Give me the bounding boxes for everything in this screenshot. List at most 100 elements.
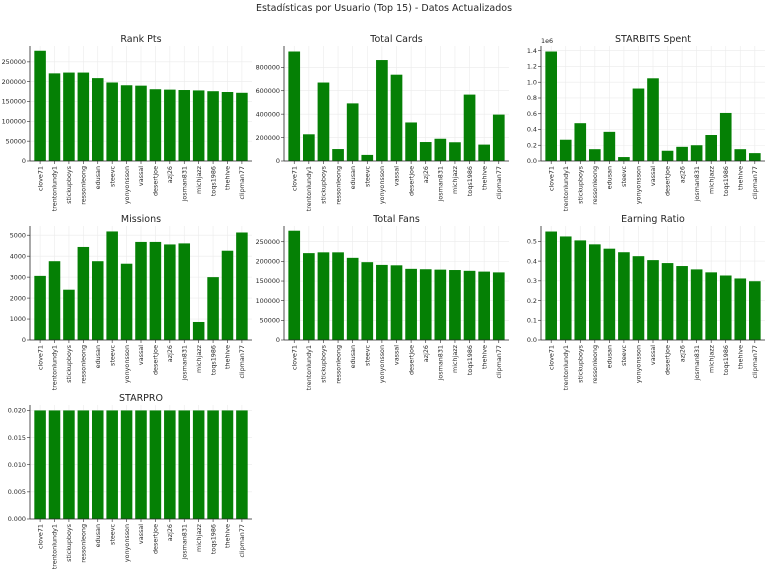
x-tick-label: clove71 xyxy=(547,345,555,370)
x-tick-label: steevc xyxy=(363,345,371,366)
x-tick-label: thehive xyxy=(224,524,232,548)
y-tick-label: 100000 xyxy=(256,297,280,305)
bar xyxy=(178,243,191,340)
x-tick-label: clipman77 xyxy=(238,345,246,378)
bar xyxy=(221,92,234,161)
chart-panel: 0.0 0.2 0.4 0.6 0.8 1.0 1.2 1.4 clove71 trentonlu… xyxy=(527,34,765,211)
x-tick-label: clipman77 xyxy=(751,166,759,199)
bar xyxy=(34,275,46,340)
x-tick-label: josman831 xyxy=(693,345,701,381)
x-tick-label: edusan xyxy=(94,166,102,189)
x-tick-label: thehive xyxy=(736,166,744,190)
bar xyxy=(705,135,717,161)
x-tick-label: michjazz xyxy=(707,344,715,373)
bar xyxy=(178,410,191,519)
y-tick-label: 400000 xyxy=(256,110,280,118)
y-tick-label: 0.8 xyxy=(527,94,537,102)
bar xyxy=(34,50,46,161)
x-tick-label: josman831 xyxy=(437,166,445,202)
x-tick-label: steevc xyxy=(620,345,628,366)
bar xyxy=(705,272,717,340)
x-tick-label: josman831 xyxy=(437,345,445,381)
bar xyxy=(545,231,557,340)
y-tick-label: 250000 xyxy=(256,238,280,246)
chart-panel: 0 1000 2000 3000 4000 5000 clove71 trentonlundy… xyxy=(10,214,252,390)
y-tick-label: 150000 xyxy=(256,277,280,285)
x-tick-label: ressonleong xyxy=(591,345,599,384)
y-tick-label: 0 xyxy=(22,336,26,344)
chart-title: Earning Ratio xyxy=(621,214,685,225)
bar xyxy=(545,51,557,161)
x-tick-label: yonyonsson xyxy=(635,345,643,383)
x-tick-label: clove71 xyxy=(290,166,298,191)
bar xyxy=(135,410,147,519)
bar xyxy=(690,145,703,161)
x-tick-label: azj26 xyxy=(422,345,430,362)
y-tick-label: 0 xyxy=(276,336,280,344)
bar xyxy=(164,244,176,340)
x-tick-label: clove71 xyxy=(290,345,298,370)
bar xyxy=(207,277,219,340)
bar xyxy=(178,90,191,161)
bar xyxy=(106,231,118,340)
x-tick-label: vassal xyxy=(393,166,401,186)
bar xyxy=(317,252,330,340)
y-tick-label: 0.4 xyxy=(527,257,537,265)
bar xyxy=(221,410,234,519)
chart-panel: 0 50000 100000 150000 200000 250000 clove71 tre… xyxy=(256,214,509,390)
y-tick-label: 0.005 xyxy=(8,488,26,496)
bar xyxy=(77,410,90,519)
x-tick-label: vassal xyxy=(137,166,145,186)
x-tick-label: josman831 xyxy=(693,166,701,202)
x-tick-label: azj26 xyxy=(166,166,174,183)
x-tick-label: josman831 xyxy=(180,524,188,560)
bar xyxy=(120,85,133,161)
y-tick-label: 100000 xyxy=(2,118,26,126)
x-tick-label: thehive xyxy=(480,166,488,190)
y-tick-label: 600000 xyxy=(256,87,280,95)
bar xyxy=(589,149,601,161)
bar xyxy=(449,142,461,161)
bar xyxy=(574,240,587,340)
bar xyxy=(492,272,505,340)
bar xyxy=(478,271,491,340)
y-tick-label: 0.4 xyxy=(527,126,537,134)
bar xyxy=(192,321,205,340)
x-tick-label: trentonlundy1 xyxy=(51,166,59,211)
x-tick-label: thehive xyxy=(224,166,232,190)
x-tick-label: desertjoe xyxy=(152,524,160,554)
x-tick-label: trentonlundy1 xyxy=(51,345,59,390)
chart-title: Rank Pts xyxy=(120,34,161,45)
bar xyxy=(236,410,248,519)
x-tick-label: edusan xyxy=(606,166,614,189)
bar xyxy=(207,91,219,161)
bar xyxy=(661,263,674,340)
x-tick-label: steevc xyxy=(108,345,116,366)
y-tick-label: 0 xyxy=(22,157,26,165)
x-tick-label: trentonlundy1 xyxy=(51,524,59,569)
bar xyxy=(647,260,659,340)
x-tick-label: ressonleong xyxy=(591,166,599,205)
x-tick-label: edusan xyxy=(94,524,102,547)
bar xyxy=(135,241,147,340)
y-tick-label: 150000 xyxy=(2,98,26,106)
y-tick-label: 3000 xyxy=(10,273,26,281)
x-tick-label: toqs1986 xyxy=(466,166,474,196)
x-tick-label: steevc xyxy=(363,166,371,187)
x-tick-label: edusan xyxy=(606,345,614,368)
x-tick-label: toqs1986 xyxy=(209,345,217,375)
bar xyxy=(676,146,688,161)
bar xyxy=(734,149,747,161)
bar xyxy=(618,252,630,340)
bar xyxy=(91,78,104,161)
x-tick-label: steevc xyxy=(108,166,116,187)
x-tick-label: ressonleong xyxy=(80,345,88,384)
y-tick-label: 0.000 xyxy=(8,515,26,523)
x-tick-label: desertjoe xyxy=(407,166,415,196)
x-tick-label: ressonleong xyxy=(80,166,88,205)
x-tick-label: edusan xyxy=(349,166,357,189)
bar xyxy=(48,410,61,519)
chart-title: Total Cards xyxy=(369,34,422,45)
x-tick-label: azj26 xyxy=(678,345,686,362)
